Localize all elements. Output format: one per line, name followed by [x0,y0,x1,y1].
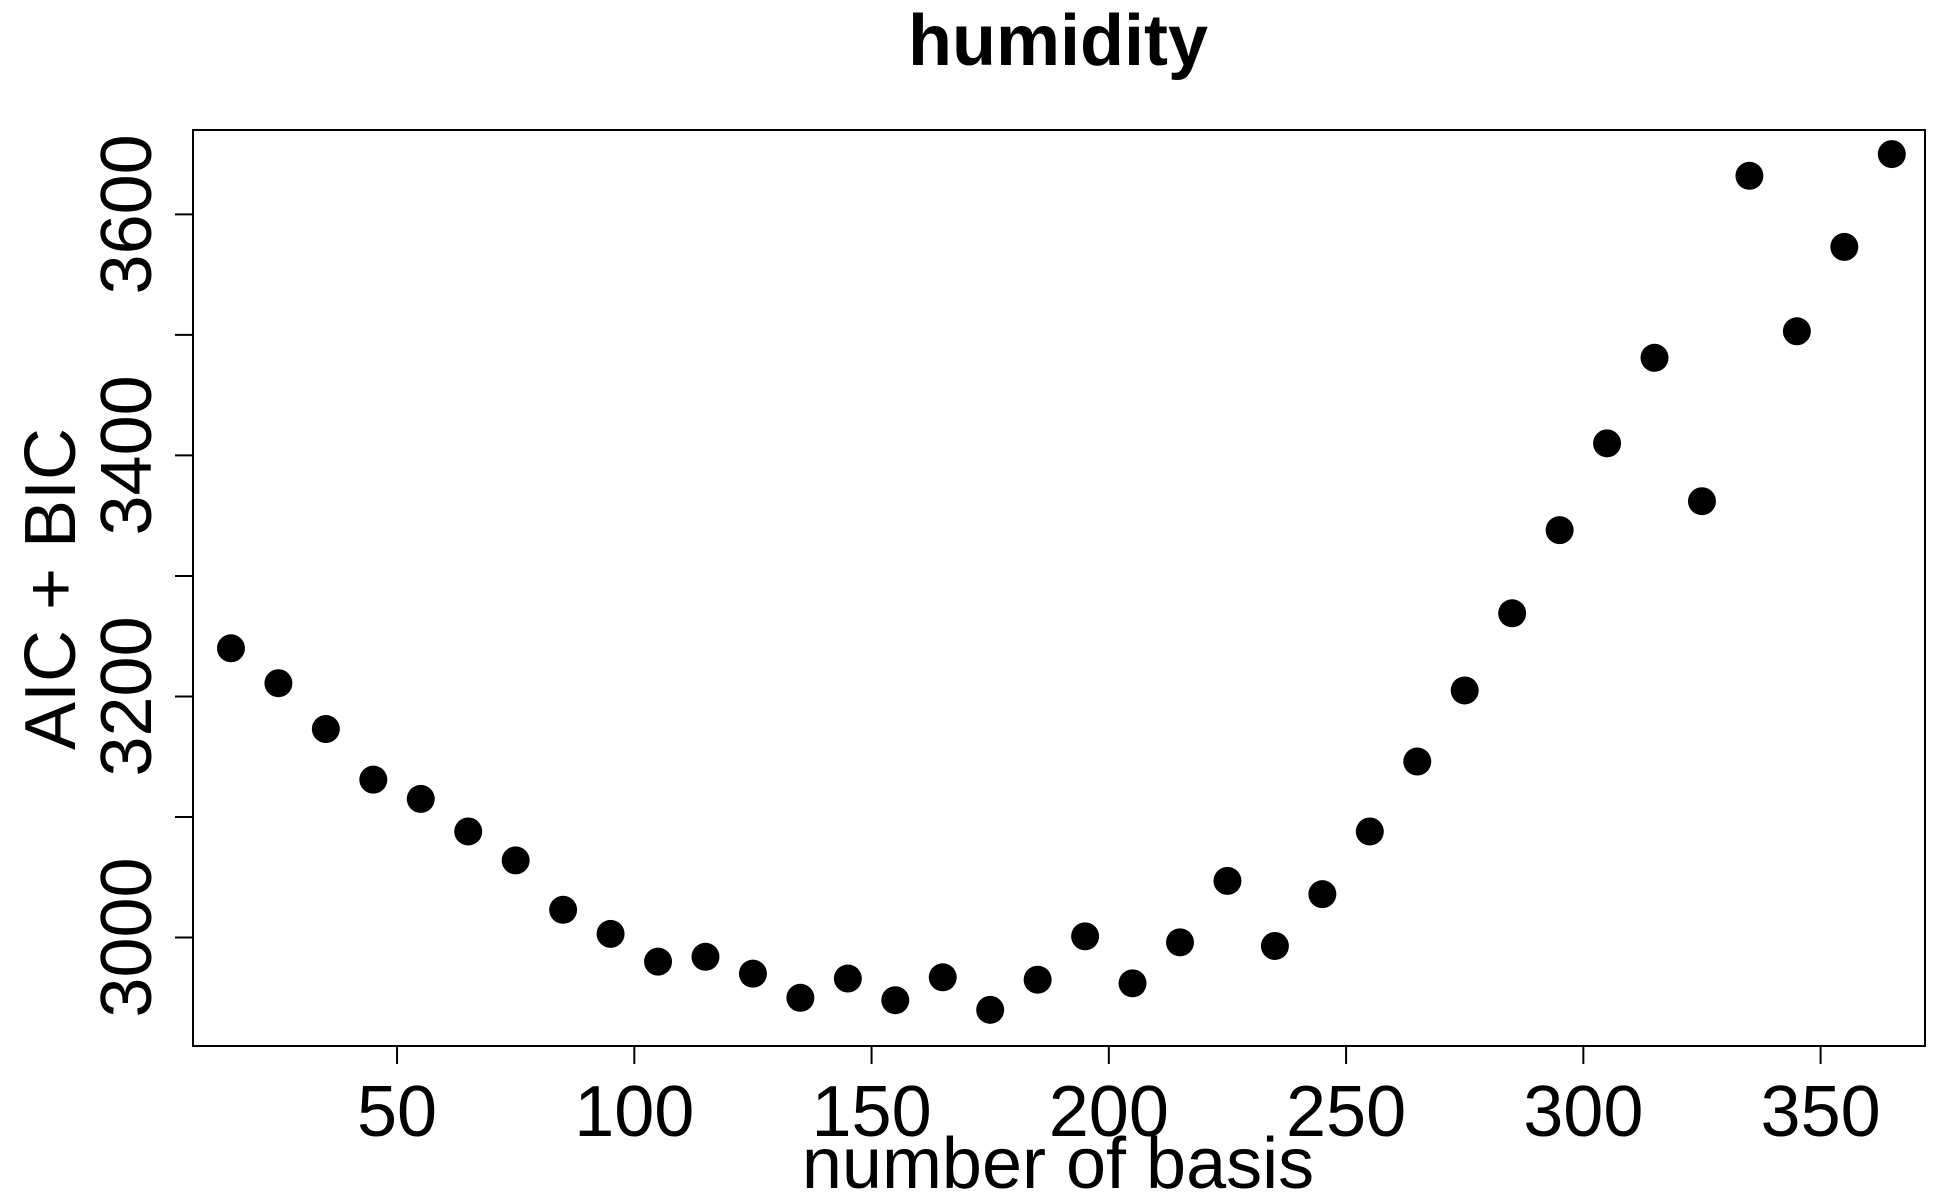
data-point [1687,487,1716,516]
data-point [1735,161,1764,190]
y-axis: 3000 3200 3400 3600 [87,134,193,1018]
y-tick-label: 3200 [87,616,167,776]
data-point [1830,232,1859,261]
data-point [216,634,245,663]
data-point [833,964,862,993]
chart-title: humidity [908,1,1208,81]
data-point [786,983,815,1012]
data-point [976,995,1005,1024]
data-point [596,919,625,948]
x-tick-label: 350 [1761,1072,1881,1152]
data-point [1593,429,1622,458]
x-axis: 50 100 150 200 250 300 350 [357,1046,1881,1152]
data-point [1782,317,1811,346]
data-point [454,817,483,846]
data-point [1118,969,1147,998]
x-tick-label: 100 [574,1072,694,1152]
y-tick-label: 3400 [87,375,167,535]
data-point [264,669,293,698]
data-point [1640,343,1669,372]
data-point [881,986,910,1015]
data-point [928,963,957,992]
data-point [549,895,578,924]
x-tick-label: 250 [1286,1072,1406,1152]
data-point [1450,676,1479,705]
data-point [1545,516,1574,545]
data-point [406,784,435,813]
x-axis-label: number of basis [802,1124,1314,1201]
data-point [1498,599,1527,628]
x-tick-label: 200 [1049,1072,1169,1152]
data-point [1403,747,1432,776]
x-tick-label: 150 [811,1072,931,1152]
data-point [738,959,767,988]
y-tick-label: 3000 [87,857,167,1017]
data-point [1877,140,1906,169]
data-point [1023,965,1052,994]
data-point [1166,928,1195,957]
data-point [1213,866,1242,895]
data-point [311,715,340,744]
data-point [1071,922,1100,951]
data-point [644,947,673,976]
data-point [359,765,388,794]
y-axis-label: AIC + BIC [11,428,91,750]
data-point [1308,880,1337,909]
x-tick-label: 50 [357,1072,437,1152]
data-point [501,846,530,875]
y-tick-label: 3600 [87,134,167,294]
data-point [1355,817,1384,846]
data-point [691,942,720,971]
data-points [216,140,1906,1024]
x-tick-label: 300 [1523,1072,1643,1152]
plot-frame [192,129,1926,1047]
data-point [1260,931,1289,960]
